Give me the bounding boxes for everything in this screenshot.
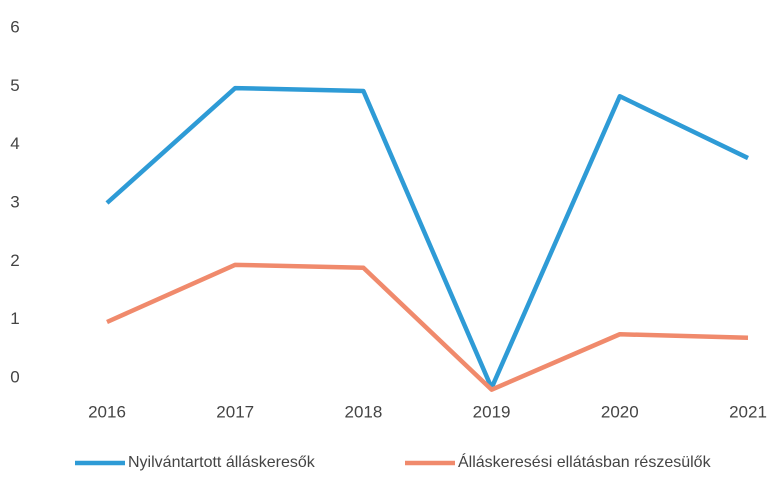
x-tick-label: 2021 — [729, 402, 767, 421]
y-tick-label: 1 — [10, 309, 19, 328]
x-tick-label: 2019 — [473, 402, 511, 421]
x-tick-label: 2016 — [88, 402, 126, 421]
x-tick-label: 2018 — [344, 402, 382, 421]
y-tick-label: 0 — [10, 367, 19, 386]
x-tick-label: 2020 — [601, 402, 639, 421]
y-tick-label: 2 — [10, 251, 19, 270]
x-tick-label: 2017 — [216, 402, 254, 421]
series-line — [105, 85, 749, 391]
y-tick-label: 4 — [10, 134, 19, 153]
y-tick-label: 3 — [10, 192, 19, 211]
y-tick-label: 5 — [10, 76, 19, 95]
series-line — [106, 262, 749, 392]
legend-label: Nyilvántartott álláskeresők — [128, 454, 316, 471]
legend-label: Álláskeresési ellátásban részesülők — [458, 452, 712, 471]
y-tick-label: 6 — [10, 17, 19, 36]
